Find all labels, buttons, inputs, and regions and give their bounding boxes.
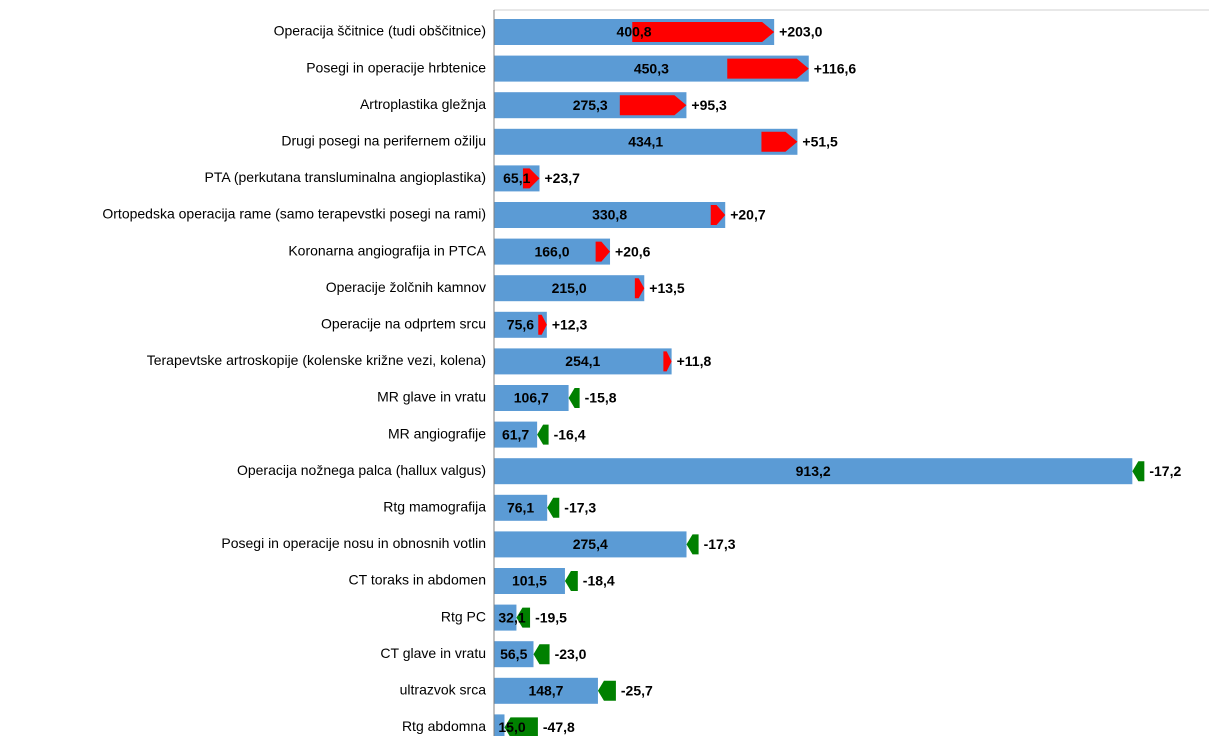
change-label: -19,5 — [535, 609, 567, 625]
change-label: -17,3 — [564, 500, 596, 516]
value-label: 76,1 — [507, 500, 534, 516]
change-label: +13,5 — [649, 280, 685, 296]
value-label: 450,3 — [634, 60, 669, 76]
change-arrow — [710, 205, 726, 225]
change-label: -25,7 — [621, 683, 653, 699]
value-label: 56,5 — [500, 646, 527, 662]
bar — [494, 421, 538, 448]
change-label: -23,0 — [555, 646, 587, 662]
change-label: +12,3 — [552, 317, 588, 333]
change-arrow — [619, 95, 687, 116]
category-label: Artroplastika gležnja — [360, 96, 486, 112]
change-label: +23,7 — [545, 170, 581, 186]
value-label: 275,4 — [573, 536, 608, 552]
change-arrow — [538, 314, 547, 335]
bar — [494, 458, 1133, 485]
change-label: +116,6 — [814, 60, 857, 76]
value-label: 166,0 — [534, 243, 569, 259]
change-label: -18,4 — [583, 573, 615, 589]
category-label: MR glave in vratu — [377, 389, 486, 405]
change-arrow — [522, 168, 540, 189]
change-arrow — [663, 351, 672, 372]
category-label: Posegi in operacije nosu in obnosnih vot… — [221, 535, 486, 551]
bar — [494, 641, 534, 668]
change-arrow — [761, 131, 798, 152]
change-label: -47,8 — [543, 719, 575, 735]
value-label: 148,7 — [528, 683, 563, 699]
change-arrow — [568, 388, 580, 408]
change-arrow — [564, 571, 578, 591]
change-label: +11,8 — [677, 353, 712, 369]
category-label: Rtg mamografija — [383, 499, 486, 515]
change-arrow — [634, 278, 645, 299]
bar — [494, 275, 645, 302]
change-label: +95,3 — [691, 97, 727, 113]
value-label: 400,8 — [617, 24, 652, 40]
value-label: 106,7 — [514, 390, 549, 406]
category-label: Operacije žolčnih kamnov — [326, 279, 486, 295]
bar — [494, 385, 569, 411]
value-label: 61,7 — [502, 426, 529, 442]
change-label: +203,0 — [779, 24, 822, 40]
bar — [494, 348, 672, 375]
category-label: Terapevtske artroskopije (kolenske križn… — [147, 352, 486, 368]
category-label: CT toraks in abdomen — [349, 572, 486, 588]
category-label: ultrazvok srca — [400, 682, 487, 698]
change-arrow — [504, 717, 538, 736]
value-label: 275,3 — [573, 97, 608, 113]
value-label: 15,0 — [498, 719, 525, 735]
change-label: +20,6 — [615, 243, 651, 259]
change-arrow — [595, 241, 611, 262]
category-label: Posegi in operacije hrbtenice — [306, 59, 486, 75]
change-label: -16,4 — [554, 426, 586, 442]
value-label: 330,8 — [592, 207, 627, 223]
bar — [494, 494, 548, 521]
value-label: 75,6 — [507, 317, 534, 333]
change-label: -17,2 — [1149, 463, 1181, 479]
category-label: Operacija ščitnice (tudi obščitnice) — [274, 23, 486, 39]
bar — [494, 568, 565, 594]
bar — [494, 311, 547, 338]
change-arrow — [516, 607, 531, 628]
category-label: Koronarna angiografija in PTCA — [288, 242, 486, 258]
change-label: +51,5 — [802, 134, 838, 150]
category-label: Operacije na odprtem srcu — [321, 316, 486, 332]
bar — [494, 128, 798, 155]
category-label: Drugi posegi na perifernem ožilju — [281, 133, 486, 149]
category-label: PTA (perkutana transluminalna angioplast… — [205, 169, 486, 185]
value-label: 101,5 — [512, 573, 547, 589]
change-label: +20,7 — [730, 207, 766, 223]
bar — [494, 604, 517, 631]
value-label: 913,2 — [796, 463, 831, 479]
change-arrow — [727, 58, 809, 79]
category-label: Ortopedska operacija rame (samo terapevs… — [102, 206, 486, 222]
value-label: 254,1 — [565, 353, 600, 369]
bar — [494, 202, 726, 228]
value-label: 215,0 — [552, 280, 587, 296]
bar — [494, 677, 598, 704]
change-arrow — [537, 424, 549, 445]
change-arrow — [686, 534, 699, 555]
change-arrow — [1132, 461, 1145, 482]
change-arrow — [632, 22, 775, 42]
category-label: Rtg abdomna — [402, 718, 486, 734]
category-label: Rtg PC — [441, 608, 486, 624]
value-label: 65,1 — [503, 170, 530, 186]
value-label: 32,1 — [498, 609, 525, 625]
category-label: CT glave in vratu — [380, 645, 486, 661]
change-arrow — [547, 497, 560, 518]
category-label: MR angiografije — [388, 425, 486, 441]
change-label: -15,8 — [585, 390, 617, 406]
category-label: Operacija nožnega palca (hallux valgus) — [237, 462, 486, 478]
change-arrow — [597, 680, 616, 701]
bar — [494, 238, 611, 265]
change-label: -17,3 — [704, 536, 736, 552]
change-arrow — [533, 644, 550, 665]
value-label: 434,1 — [628, 134, 663, 150]
bar — [494, 531, 687, 558]
bar — [494, 714, 505, 736]
